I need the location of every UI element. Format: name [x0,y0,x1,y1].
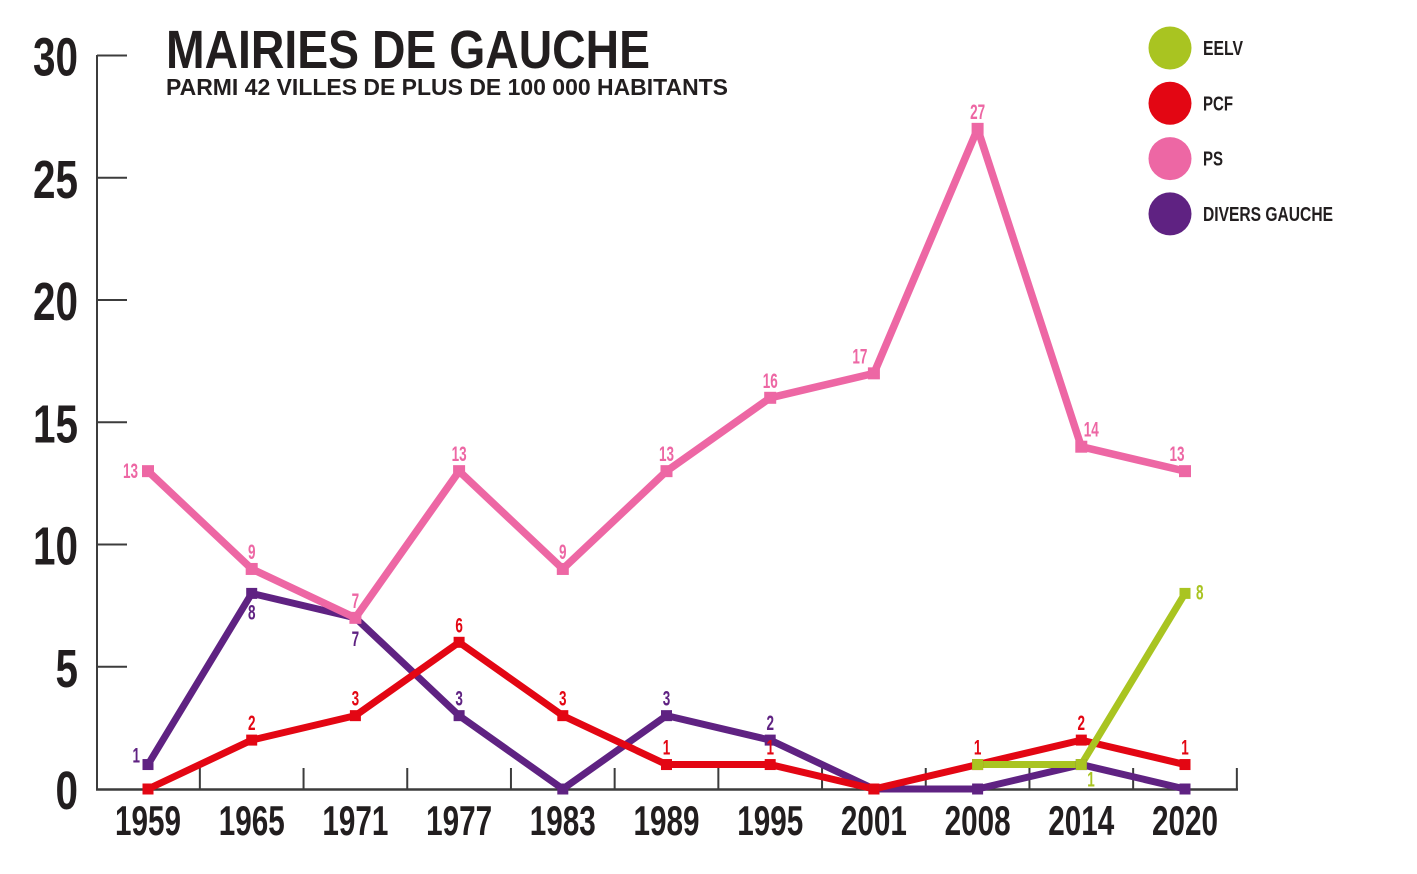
data-point-divers-gauche [453,710,465,722]
x-tick-label: 1959 [115,797,181,844]
x-tick-label: 2008 [945,797,1011,844]
data-point-eelv [1075,759,1087,771]
value-label-ps: 13 [123,460,138,483]
value-label-eelv: 8 [1196,581,1204,604]
value-label-ps: 9 [248,541,256,564]
data-point-pcf [868,783,880,795]
value-label-divers-gauche: 2 [766,712,774,735]
value-label-pcf: 1 [766,737,774,760]
legend-item-eelv: EELV [1148,26,1244,70]
legend: EELV PCF PS DIVERS GAUCHE [1148,26,1333,236]
value-label-eelv: 1 [1087,769,1095,792]
legend-label-pcf: PCF [1203,93,1233,115]
chart-subtitle: PARMI 42 VILLES DE PLUS DE 100 000 HABIT… [166,74,728,100]
chart-title: MAIRIES DE GAUCHE [166,20,650,80]
series-line-ps [144,125,1189,622]
data-point-pcf [557,710,569,722]
data-point-ps [142,465,154,478]
data-point-pcf [246,734,258,746]
legend-swatch-eelv [1148,26,1192,70]
x-tick-label: 1971 [322,797,388,844]
legend-swatch-pcf [1148,81,1192,125]
legend-item-divers-gauche: DIVERS GAUCHE [1148,192,1333,236]
y-tick-label: 20 [33,272,78,332]
x-tick-label: 2020 [1152,797,1218,844]
x-tick-label: 2014 [1048,797,1114,844]
data-point-ps [660,465,673,478]
value-label-ps: 17 [852,345,867,368]
legend-item-pcf: PCF [1148,81,1233,125]
value-label-ps: 16 [763,370,778,393]
x-tick-label: 2001 [841,797,907,844]
value-label-divers-gauche: 1 [133,745,141,768]
data-point-pcf [453,636,465,648]
value-label-pcf: 3 [352,688,360,711]
value-label-ps: 13 [452,443,467,466]
value-label-divers-gauche: 8 [248,601,256,624]
value-label-ps: 14 [1084,419,1099,442]
data-point-divers-gauche [1179,783,1191,795]
data-point-ps [349,611,362,624]
value-label-divers-gauche: 3 [455,688,463,711]
y-tick-label: 30 [33,28,78,88]
x-tick-label: 1983 [530,797,596,844]
data-point-ps [453,465,466,478]
value-label-divers-gauche: 7 [352,628,360,651]
value-label-ps: 9 [559,541,567,564]
data-point-pcf [142,783,154,795]
value-label-pcf: 3 [559,688,567,711]
x-tick-label: 1965 [219,797,285,844]
data-point-ps [971,122,984,135]
value-label-pcf: 2 [1078,712,1086,735]
data-point-ps [1179,465,1191,478]
value-label-divers-gauche: 3 [663,688,671,711]
y-tick-label: 0 [56,761,79,821]
value-label-pcf: 6 [455,614,463,637]
data-point-eelv [972,759,984,771]
data-point-pcf [1179,759,1191,771]
legend-swatch-ps [1148,137,1192,181]
data-point-divers-gauche [557,783,569,795]
x-tick-label: 1977 [426,797,492,844]
data-point-ps [245,562,258,575]
data-point-ps [556,562,569,575]
value-label-ps: 7 [352,590,360,613]
data-point-pcf [1075,734,1087,746]
value-label-pcf: 1 [974,737,982,760]
legend-label-eelv: EELV [1203,38,1244,60]
legend-swatch-divers-gauche [1148,192,1192,236]
data-point-ps [1075,440,1088,453]
y-tick-label: 25 [33,150,78,210]
data-point-pcf [661,759,672,771]
data-point-pcf [764,759,776,771]
value-label-pcf: 1 [1181,737,1189,760]
data-point-divers-gauche [764,734,776,746]
y-tick-label: 15 [33,394,78,454]
value-label-pcf: 2 [248,712,256,735]
data-point-ps [867,367,880,380]
x-tick-label: 1995 [737,797,803,844]
value-label-ps: 13 [659,443,674,466]
legend-label-divers-gauche: DIVERS GAUCHE [1203,204,1333,226]
legend-label-ps: PS [1203,149,1223,171]
data-point-divers-gauche [142,759,154,771]
legend-item-ps: PS [1148,137,1223,181]
value-label-ps: 27 [970,101,985,124]
data-point-pcf [349,710,361,722]
x-tick-label: 1989 [634,797,700,844]
data-point-ps [764,391,777,404]
value-label-pcf: 1 [663,737,671,760]
data-point-divers-gauche [661,710,672,722]
data-point-divers-gauche [972,783,984,795]
y-tick-label: 5 [56,639,79,699]
y-tick-label: 10 [33,517,78,577]
value-label-ps: 13 [1170,443,1185,466]
data-point-eelv [1179,587,1191,599]
data-point-divers-gauche [246,587,258,599]
